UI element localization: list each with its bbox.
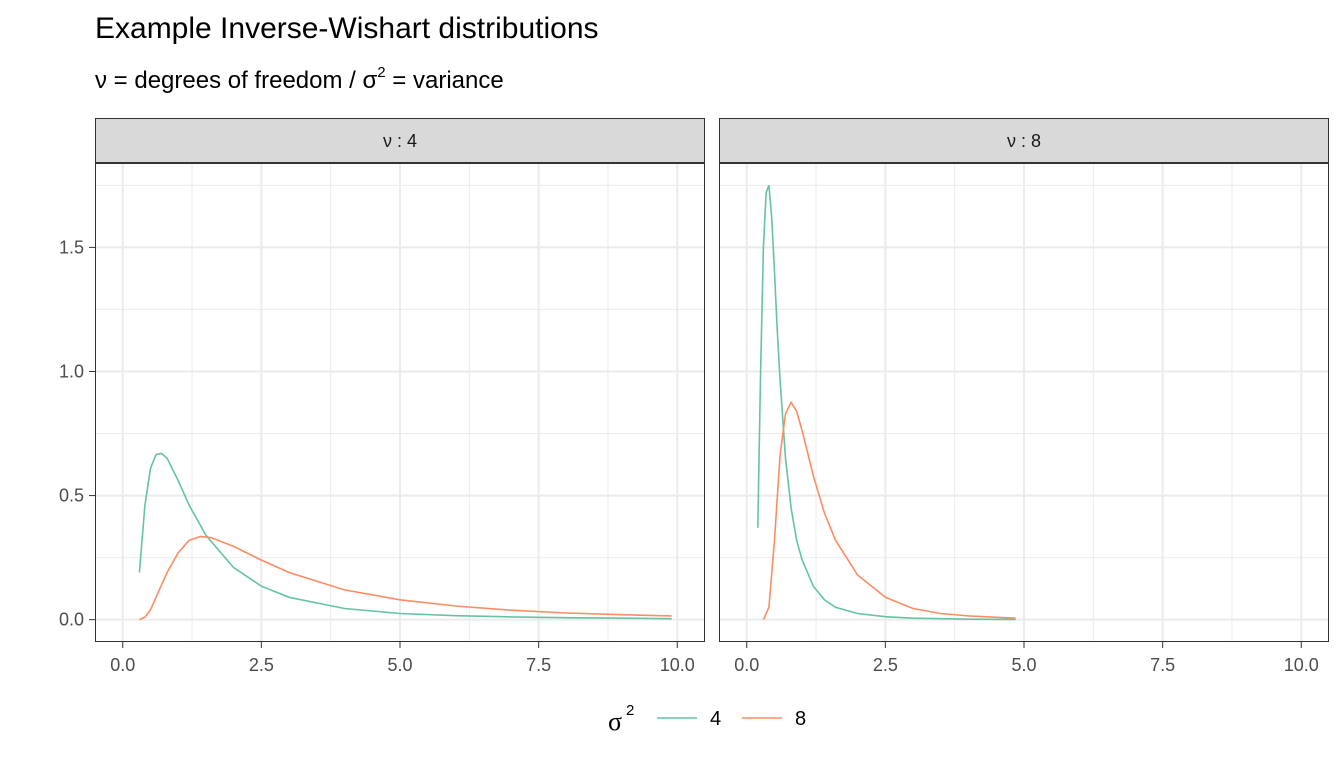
panel-2: ν : 8 0.0 2.5 5.0 7.5 10.0 (719, 118, 1329, 675)
legend-title-symbol: σ (608, 707, 622, 736)
subtitle-text-2: = variance (385, 67, 504, 94)
panel-border (95, 163, 705, 642)
facet-strip-label: ν : 8 (1007, 131, 1041, 151)
series-line-4 (757, 185, 1016, 621)
facet-strip (719, 118, 1329, 163)
subtitle-text-1: = degrees of freedom / (107, 67, 363, 94)
chart-subtitle: ν = degrees of freedom / σ2 = variance (95, 64, 504, 101)
facet-strip (95, 118, 705, 163)
y-tick-label: 1.0 (59, 361, 84, 381)
series-line-8 (139, 535, 672, 621)
panel-1: ν : 4 0.0 2.5 5.0 7.5 10.0 0.0 0.5 1.0 1.5 (59, 118, 705, 675)
panel-border (719, 163, 1329, 642)
series-line-8 (762, 400, 1016, 621)
x-tick-label: 2.5 (873, 655, 898, 675)
chart-title: Example Inverse-Wishart distributions (95, 12, 599, 45)
y-tick-label: 0.0 (59, 610, 84, 630)
facet-strip-label: ν : 4 (383, 131, 417, 151)
legend-label-4: 4 (710, 708, 721, 730)
x-tick-label: 10.0 (1284, 655, 1319, 675)
x-tick-label: 10.0 (660, 655, 695, 675)
series-line-4 (138, 452, 672, 620)
x-tick-label: 0.0 (110, 655, 135, 675)
x-tick-label: 5.0 (387, 655, 412, 675)
legend-title-superscript: 2 (626, 702, 634, 719)
subtitle-superscript: 2 (377, 64, 386, 81)
x-tick-label: 7.5 (1150, 655, 1175, 675)
x-tick-label: 0.0 (734, 655, 759, 675)
legend-label-8: 8 (795, 708, 806, 730)
x-tick-label: 7.5 (526, 655, 551, 675)
x-tick-label: 2.5 (249, 655, 274, 675)
y-tick-label: 1.5 (59, 237, 84, 257)
x-tick-label: 5.0 (1011, 655, 1036, 675)
subtitle-nu-symbol: ν (95, 67, 107, 94)
subtitle-sigma-symbol: σ (362, 67, 378, 94)
y-tick-label: 0.5 (59, 486, 84, 506)
